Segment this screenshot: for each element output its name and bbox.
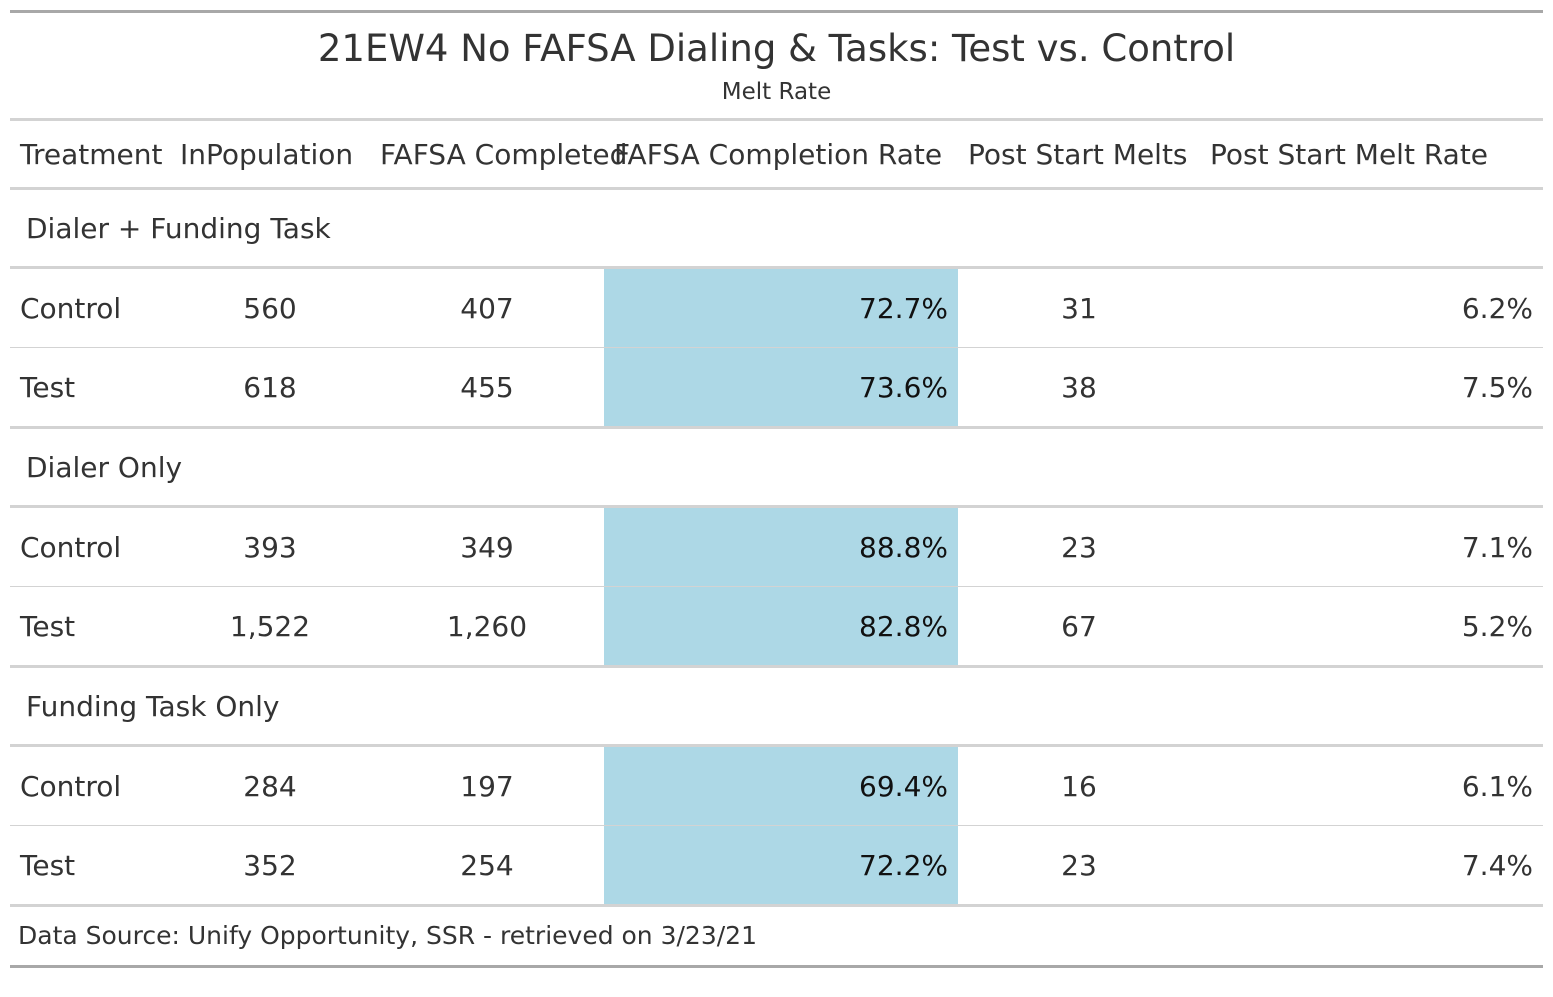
cell-post-start-melts: 67 (958, 586, 1200, 668)
cell-fafsa-completed: 1,260 (370, 586, 604, 668)
cell-treatment: Control (10, 745, 170, 826)
column-header-post-start-melts: Post Start Melts (968, 137, 1188, 171)
cell-post-start-melt-rate: 6.1% (1200, 745, 1543, 826)
cell-fafsa-completion-rate: 82.8% (604, 586, 958, 668)
header-row: Treatment InPopulation FAFSA Completed F… (10, 119, 1543, 189)
cell-treatment: Test (10, 825, 170, 907)
cell-fafsa-completed: 455 (370, 347, 604, 429)
cell-post-start-melts: 23 (958, 825, 1200, 907)
column-header-post-start-melt-rate: Post Start Melt Rate (1210, 137, 1489, 171)
cell-post-start-melt-rate: 7.5% (1200, 347, 1543, 429)
cell-fafsa-completed: 407 (370, 267, 604, 348)
cell-fafsa-completion-rate: 73.6% (604, 347, 958, 429)
group-row-dialer-funding-task: Dialer + Funding Task (10, 188, 1543, 269)
cell-fafsa-completion-rate: 72.2% (604, 825, 958, 907)
cell-treatment: Control (10, 267, 170, 348)
column-header-fafsa-completion-rate: FAFSA Completion Rate (614, 137, 943, 171)
cell-inpopulation: 284 (170, 745, 370, 826)
cell-inpopulation: 393 (170, 506, 370, 587)
column-header-inpopulation: InPopulation (180, 137, 354, 171)
cell-post-start-melt-rate: 5.2% (1200, 586, 1543, 668)
column-header-treatment: Treatment (20, 137, 163, 171)
cell-inpopulation: 352 (170, 825, 370, 907)
source-note: Data Source: Unify Opportunity, SSR - re… (10, 907, 1543, 968)
cell-post-start-melts: 16 (958, 745, 1200, 826)
table-row: Control 284 197 69.4% 16 6.1% (10, 745, 1543, 826)
cell-fafsa-completion-rate: 69.4% (604, 745, 958, 826)
cell-treatment: Control (10, 506, 170, 587)
group-row-funding-task-only: Funding Task Only (10, 666, 1543, 747)
cell-post-start-melts: 31 (958, 267, 1200, 348)
data-table: Treatment InPopulation FAFSA Completed F… (10, 118, 1543, 907)
cell-fafsa-completed: 197 (370, 745, 604, 826)
cell-fafsa-completed: 349 (370, 506, 604, 587)
cell-fafsa-completed: 254 (370, 825, 604, 907)
cell-inpopulation: 560 (170, 267, 370, 348)
cell-inpopulation: 618 (170, 347, 370, 429)
group-row-dialer-only: Dialer Only (10, 427, 1543, 508)
group-label: Dialer Only (10, 427, 1543, 508)
cell-treatment: Test (10, 347, 170, 429)
cell-fafsa-completion-rate: 88.8% (604, 506, 958, 587)
table-title: 21EW4 No FAFSA Dialing & Tasks: Test vs.… (317, 27, 1236, 70)
group-label: Funding Task Only (10, 666, 1543, 747)
table-row: Control 560 407 72.7% 31 6.2% (10, 267, 1543, 348)
cell-post-start-melt-rate: 6.2% (1200, 267, 1543, 348)
cell-post-start-melts: 23 (958, 506, 1200, 587)
table-container: 21EW4 No FAFSA Dialing & Tasks: Test vs.… (10, 10, 1543, 968)
column-header-fafsa-completed: FAFSA Completed (380, 137, 628, 171)
cell-fafsa-completion-rate: 72.7% (604, 267, 958, 348)
table-subtitle: Melt Rate (721, 79, 832, 105)
cell-treatment: Test (10, 586, 170, 668)
cell-post-start-melt-rate: 7.4% (1200, 825, 1543, 907)
group-label: Dialer + Funding Task (10, 188, 1543, 269)
table-row: Test 1,522 1,260 82.8% 67 5.2% (10, 586, 1543, 668)
cell-inpopulation: 1,522 (170, 586, 370, 668)
cell-post-start-melt-rate: 7.1% (1200, 506, 1543, 587)
table-row: Test 618 455 73.6% 38 7.5% (10, 347, 1543, 429)
cell-post-start-melts: 38 (958, 347, 1200, 429)
table-row: Control 393 349 88.8% 23 7.1% (10, 506, 1543, 587)
table-row: Test 352 254 72.2% 23 7.4% (10, 825, 1543, 907)
